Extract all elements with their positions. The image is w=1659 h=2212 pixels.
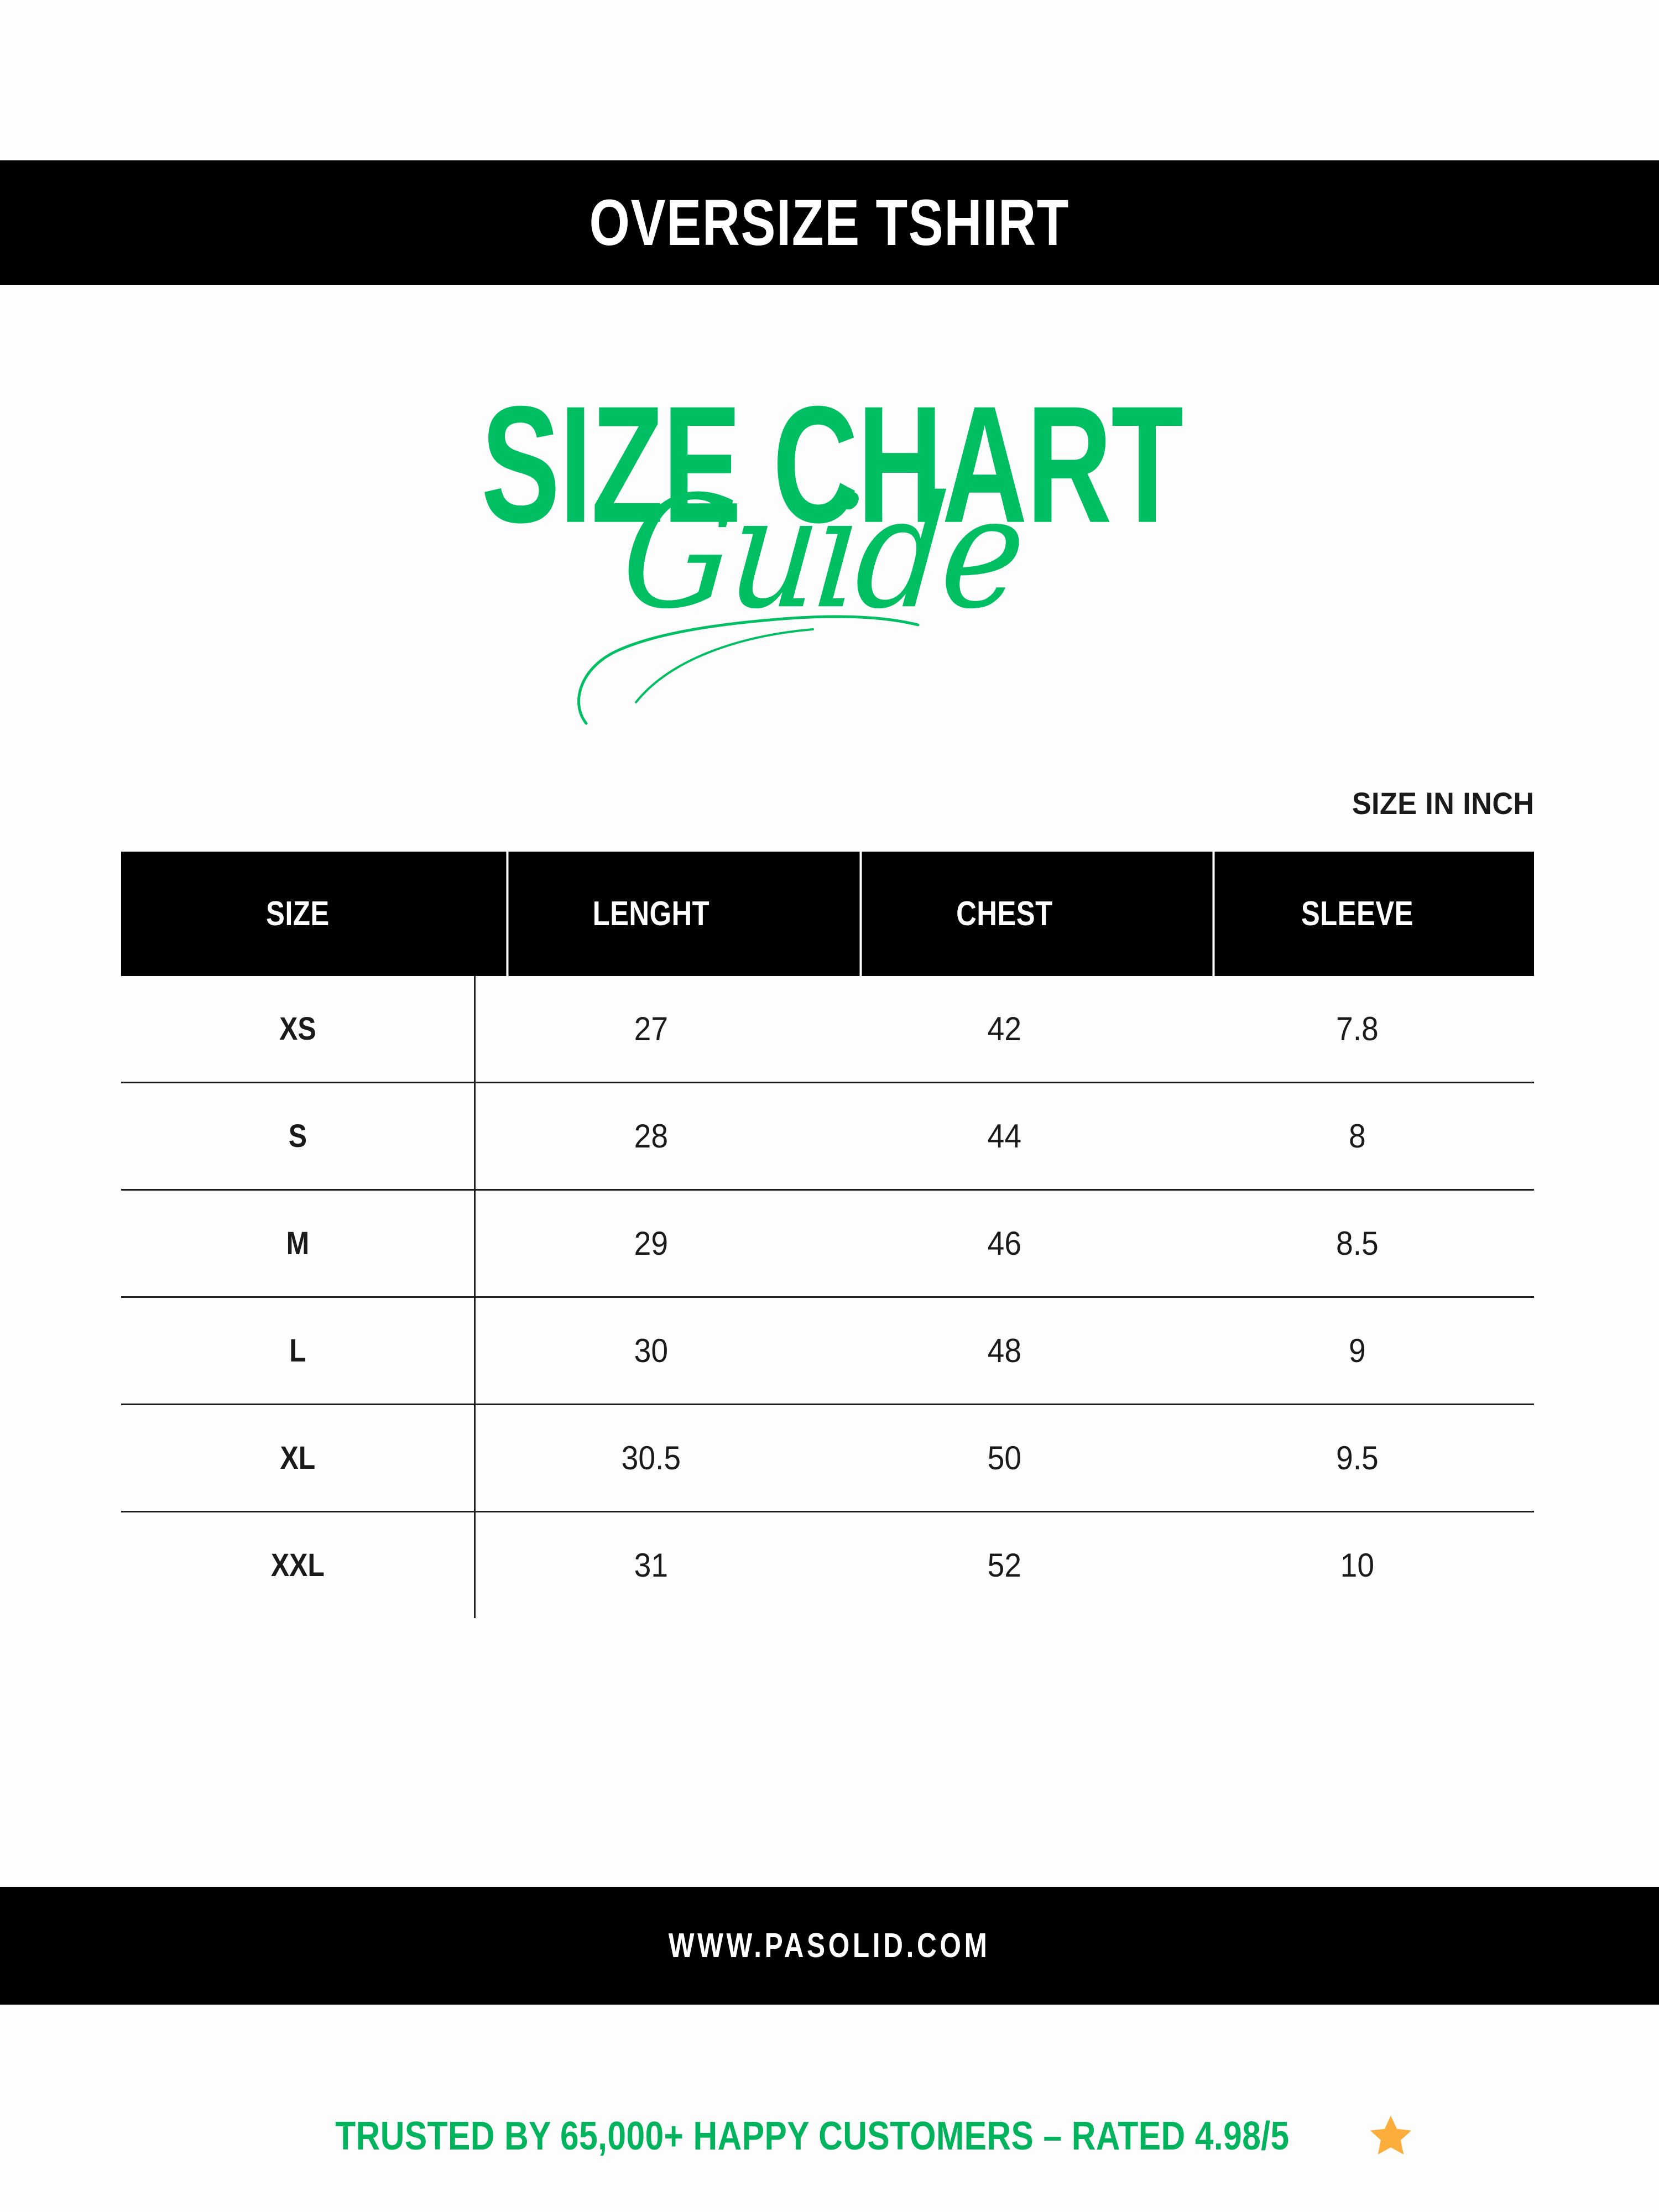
cell-chest: 46	[987, 1225, 1021, 1262]
table-row: XL 30.5 50 9.5	[121, 1405, 1534, 1512]
cell-size: XL	[280, 1440, 316, 1476]
cell-chest: 52	[987, 1547, 1021, 1584]
cell-size: M	[286, 1225, 310, 1261]
column-header-chest: CHEST	[859, 852, 1149, 976]
cell-length: 30	[634, 1332, 668, 1369]
cell-length: 27	[634, 1010, 668, 1047]
logo-main-text: SIZE CHART	[481, 372, 1183, 558]
footer-bar: WWW.PASOLID.COM	[0, 1887, 1659, 2005]
cell-length: 30.5	[621, 1439, 681, 1477]
trust-badge: TRUSTED BY 65,000+ HAPPY CUSTOMERS – RAT…	[0, 2112, 1659, 2160]
cell-chest: 44	[987, 1118, 1021, 1155]
cell-sleeve: 8.5	[1336, 1225, 1379, 1262]
logo-block: SIZE CHART Guide	[0, 372, 1659, 725]
cell-sleeve: 10	[1340, 1547, 1375, 1584]
table-row: XXL 31 52 10	[121, 1512, 1534, 1618]
page-title: OVERSIZE TSHIRT	[589, 186, 1070, 259]
cell-sleeve: 7.8	[1336, 1010, 1379, 1047]
cell-size: S	[288, 1118, 307, 1154]
cell-size: XS	[279, 1011, 316, 1047]
cell-length: 28	[634, 1118, 668, 1155]
cell-size: XXL	[270, 1547, 325, 1583]
table-row: XS 27 42 7.8	[121, 976, 1534, 1083]
size-table: SIZE LENGHT CHEST SLEEVE XS 27 42 7.8 S …	[121, 852, 1534, 1618]
trust-text: TRUSTED BY 65,000+ HAPPY CUSTOMERS – RAT…	[335, 2114, 1290, 2158]
website-url[interactable]: WWW.PASOLID.COM	[669, 1927, 990, 1965]
column-header-length: LENGHT	[506, 852, 796, 976]
star-icon	[1370, 2115, 1412, 2154]
table-body: XS 27 42 7.8 S 28 44 8 M 29 46 8.5 L 30 …	[121, 976, 1534, 1618]
unit-label: SIZE IN INCH	[1352, 786, 1534, 821]
cell-size: L	[289, 1333, 306, 1369]
table-header-row: SIZE LENGHT CHEST SLEEVE	[121, 852, 1534, 976]
header-bar: OVERSIZE TSHIRT	[0, 160, 1659, 285]
cell-length: 29	[634, 1225, 668, 1262]
size-column-divider	[474, 976, 476, 1618]
table-row: M 29 46 8.5	[121, 1191, 1534, 1298]
cell-chest: 50	[987, 1439, 1021, 1477]
cell-length: 31	[634, 1547, 668, 1584]
column-header-size: SIZE	[266, 895, 330, 933]
cell-sleeve: 9.5	[1336, 1439, 1379, 1477]
cell-sleeve: 8	[1349, 1118, 1366, 1155]
cell-chest: 48	[987, 1332, 1021, 1369]
column-header-sleeve: SLEEVE	[1213, 852, 1503, 976]
logo-script-text: Guide	[615, 462, 1030, 643]
cell-chest: 42	[987, 1010, 1021, 1047]
cell-sleeve: 9	[1349, 1332, 1366, 1369]
table-row: S 28 44 8	[121, 1083, 1534, 1191]
table-row: L 30 48 9	[121, 1298, 1534, 1405]
